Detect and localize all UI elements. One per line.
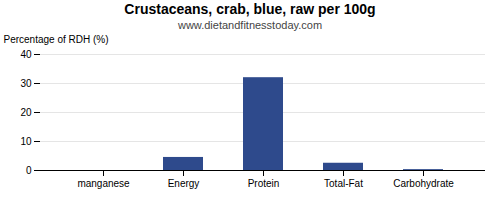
svg-text:Protein: Protein: [248, 178, 280, 189]
svg-text:40: 40: [20, 49, 32, 60]
svg-text:30: 30: [20, 78, 32, 89]
svg-text:Total-Fat: Total-Fat: [324, 178, 363, 189]
svg-text:Carbohydrate: Carbohydrate: [393, 178, 454, 189]
svg-text:10: 10: [20, 136, 32, 147]
html-text:Crustaceans, crab, blue, raw p: Crustaceans, crab, blue, raw per 100g: [124, 1, 376, 17]
svg-text:Percentage of RDH (%): Percentage of RDH (%): [4, 34, 109, 45]
svg-text:0: 0: [26, 165, 32, 176]
svg-text:manganese: manganese: [77, 178, 130, 189]
svg-text:Energy: Energy: [168, 178, 200, 189]
svg-text:20: 20: [20, 107, 32, 118]
html-text:www.dietandfitnesstoday.com: www.dietandfitnesstoday.com: [178, 19, 322, 31]
